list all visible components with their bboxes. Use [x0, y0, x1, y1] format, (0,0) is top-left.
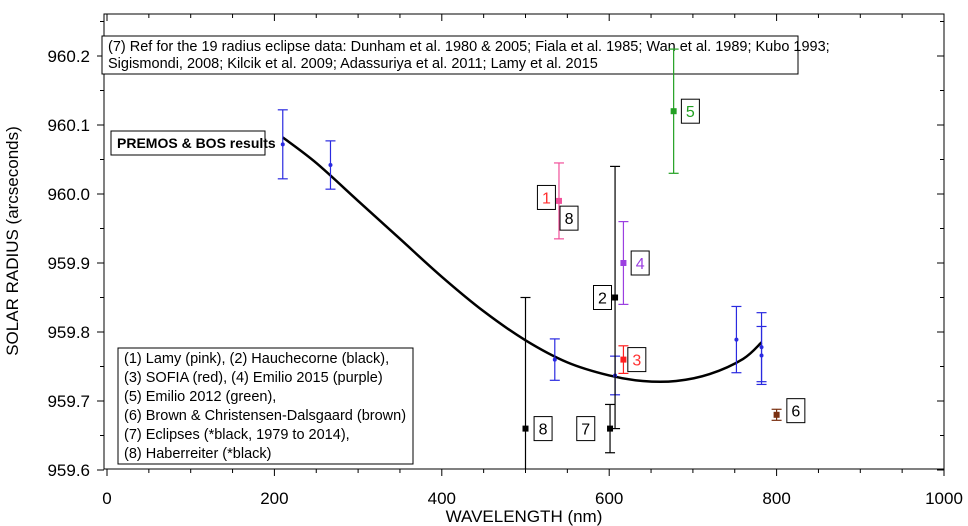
point-marker	[607, 425, 614, 432]
point-marker	[670, 108, 677, 115]
point-marker	[620, 260, 627, 266]
y-tick-label: 960.0	[47, 185, 90, 204]
data-point-premos-6	[756, 312, 767, 383]
data-point-8	[520, 296, 531, 469]
point-label-3: 3	[627, 347, 647, 373]
y-tick-label: 959.6	[47, 461, 90, 480]
label-box	[536, 184, 556, 210]
label-text: 8	[565, 211, 574, 228]
label-text: 6	[791, 404, 800, 421]
data-point-1	[553, 162, 564, 240]
label-text: 2	[598, 291, 607, 308]
data-point-6	[771, 408, 782, 421]
y-tick-label: 959.7	[47, 392, 90, 411]
point-label-7: 7	[576, 416, 596, 442]
point-marker	[280, 142, 285, 147]
premos-bos-label: PREMOS & BOS results	[117, 135, 276, 151]
label-box	[559, 205, 579, 231]
data-point-premos-0	[277, 109, 288, 180]
label-box	[533, 416, 553, 442]
label-text: 7	[581, 422, 590, 439]
x-tick-label: 800	[762, 489, 790, 508]
data-point-premos-1	[325, 140, 336, 190]
point-marker	[328, 163, 333, 168]
point-marker	[734, 337, 739, 342]
data-point-4	[618, 221, 629, 305]
legend-line-6: (8) Haberreiter (*black)	[124, 446, 271, 462]
y-tick-label: 960.2	[47, 47, 90, 66]
data-point-3	[618, 345, 629, 374]
data-point-premos-2	[549, 338, 560, 381]
legend-line-4: (6) Brown & Christensen-Dalsgaard (brown…	[124, 408, 406, 424]
label-box	[627, 347, 647, 373]
data-point-7	[605, 403, 616, 454]
x-axis-title: WAVELENGTH (nm)	[446, 507, 603, 526]
x-tick-label: 1000	[925, 489, 963, 508]
data-point-5	[668, 48, 679, 174]
point-marker	[522, 425, 529, 432]
label-box	[786, 398, 806, 424]
point-label-4: 4	[630, 250, 650, 276]
point-label-8: 8	[533, 416, 553, 442]
legend-line-5: (7) Eclipses (*black, 1979 to 2014),	[124, 427, 350, 443]
plot-frame	[103, 13, 945, 470]
label-box	[593, 285, 613, 310]
fit-curve	[282, 136, 763, 384]
point-label-6: 6	[786, 398, 806, 424]
point-label-5: 5	[680, 98, 700, 124]
label-box	[680, 98, 700, 124]
x-tick-label: 400	[428, 489, 456, 508]
legend-line-2: (3) SOFIA (red), (4) Emilio 2015 (purple…	[124, 370, 383, 386]
point-label-2: 2	[593, 285, 613, 310]
label-text: 4	[636, 256, 645, 273]
legend-line-1: (1) Lamy (pink), (2) Hauchecorne (black)…	[124, 351, 389, 367]
reference-line-2: Sigismondi, 2008; Kilcik et al. 2009; Ad…	[108, 56, 598, 72]
point-marker	[612, 294, 619, 301]
y-tick-labels: 959.6 959.7 959.8 959.9 960.0 960.1 960.2	[47, 47, 90, 480]
label-box	[576, 416, 596, 442]
y-axis-title: SOLAR RADIUS (arcseconds)	[3, 126, 22, 356]
point-label-1: 1	[536, 184, 556, 210]
point-marker	[552, 357, 557, 362]
reference-box: (7) Ref for the 19 radius eclipse data: …	[101, 35, 830, 75]
x-tick-label: 200	[260, 489, 288, 508]
point-marker	[555, 197, 562, 204]
y-tick-label: 960.1	[47, 116, 90, 135]
point-marker	[759, 345, 764, 350]
point-marker	[620, 356, 627, 363]
data-point-premos-4	[731, 305, 742, 374]
label-text: 5	[686, 104, 695, 121]
legend-line-3: (5) Emilio 2012 (green),	[124, 389, 276, 405]
reference-line-1: (7) Ref for the 19 radius eclipse data: …	[108, 39, 830, 55]
x-tick-label: 0	[102, 489, 111, 508]
legend-box: (1) Lamy (pink), (2) Hauchecorne (black)…	[117, 347, 414, 465]
label-box	[630, 250, 650, 276]
axis-ticks	[97, 14, 945, 476]
x-tick-label: 600	[595, 489, 623, 508]
premos-bos-box: PREMOS & BOS results	[110, 130, 276, 156]
label-text: 8	[539, 422, 548, 439]
label-text: 3	[632, 353, 641, 370]
x-tick-labels: 0 200 400 600 800 1000	[102, 489, 963, 508]
y-tick-label: 959.8	[47, 323, 90, 342]
point-label-8: 8	[559, 205, 579, 231]
point-marker	[773, 411, 780, 418]
data-points	[277, 48, 782, 469]
label-text: 1	[542, 190, 551, 207]
y-tick-label: 959.9	[47, 254, 90, 273]
